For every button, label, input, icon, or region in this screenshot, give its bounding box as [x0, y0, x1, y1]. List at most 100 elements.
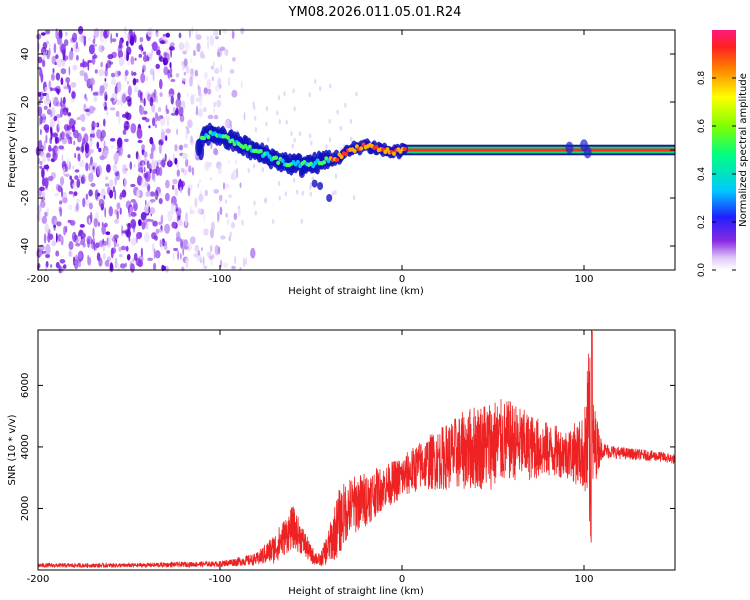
spectrogram-noise-blob	[72, 64, 78, 71]
spectrogram-noise-blob	[114, 257, 118, 269]
spectrogram-noise-blob	[45, 40, 50, 45]
spectrogram-noise-blob	[83, 72, 88, 83]
spectrogram-noise-blob	[217, 77, 222, 88]
spectrogram-noise-blob	[88, 202, 93, 210]
spectrogram-noise-blob	[203, 107, 207, 113]
spectrogram-noise-blob	[160, 214, 164, 225]
figure-title: YM08.2026.011.05.01.R24	[288, 5, 462, 20]
spectrogram-noise-blob	[195, 34, 202, 40]
y-tick-label: 0	[20, 147, 31, 153]
spectrogram-noise-blob	[73, 191, 78, 197]
spectrogram-noise-blob	[308, 133, 312, 139]
spectrogram-noise-blob	[54, 192, 60, 197]
spectrogram-noise-blob	[155, 95, 159, 104]
spectrogram-noise-blob	[57, 37, 63, 46]
spectrogram-noise-blob	[344, 102, 347, 108]
spectrogram-noise-blob	[169, 61, 172, 69]
spectrogram-noise-blob	[168, 73, 171, 80]
spectrogram-noise-blob	[152, 220, 158, 227]
spectrogram-noise-blob	[156, 49, 161, 56]
spectrogram-noise-blob	[55, 250, 60, 257]
spectrogram-noise-blob	[157, 187, 160, 193]
spectrogram-noise-blob	[125, 245, 129, 252]
spectrogram-noise-blob	[220, 235, 226, 240]
spectrogram-noise-blob	[41, 116, 47, 120]
spectrogram-noise-blob	[100, 28, 103, 38]
spectrogram-noise-blob	[125, 96, 132, 103]
spectrogram-noise-blob	[124, 266, 127, 273]
spectrogram-noise-blob	[166, 115, 171, 121]
spectrogram-noise-blob	[94, 122, 98, 127]
spectrogram-noise-blob	[185, 158, 189, 168]
spectrogram-noise-blob	[126, 51, 129, 62]
spectrogram-noise-blob	[203, 71, 208, 80]
spectrogram-noise-blob	[63, 86, 69, 90]
spectrogram-y-ticks: -40 -20 0 20 40	[20, 48, 675, 254]
spectrogram-noise-blob	[229, 120, 233, 131]
spectrogram-noise-blob	[128, 211, 132, 218]
spectrogram-noise-blob	[54, 61, 58, 66]
spectrogram-noise-blob	[89, 244, 94, 249]
spectrogram-noise-blob	[41, 167, 45, 179]
spectrogram-noise-blob	[158, 221, 162, 225]
spectrogram-noise-blob	[101, 224, 106, 235]
spectrogram-noise-blob	[158, 166, 163, 177]
spectrogram-noise-blob	[226, 218, 230, 226]
spectrogram-noise-blob	[174, 144, 178, 152]
spectrogram-noise-blob	[309, 191, 312, 197]
spectrogram-noise-blob	[170, 95, 174, 105]
spectrogram-noise-blob	[53, 115, 58, 122]
spectrogram-y-axis-label: Frequency (Hz)	[7, 112, 18, 188]
spectrogram-noise-blob	[43, 124, 50, 131]
spectrogram-noise-blob	[91, 120, 96, 131]
spectrogram-noise-blob	[217, 211, 220, 223]
spectrogram-noise-blob	[139, 106, 145, 116]
spectrogram-noise-blob	[132, 78, 137, 86]
spectrogram-noise-blob	[41, 59, 46, 68]
spectrogram-noise-blob	[157, 115, 161, 121]
spectrogram-noise-blob	[172, 252, 175, 261]
spectrogram-noise-blob	[50, 264, 53, 268]
spectrogram-noise-blob	[48, 144, 52, 153]
spectrogram-noise-blob	[241, 219, 244, 226]
spectrogram-noise-blob	[228, 160, 230, 165]
spectrogram-noise-blob	[96, 129, 102, 139]
spectrogram-noise-blob	[149, 191, 155, 197]
spectrogram-noise-blob	[67, 219, 72, 224]
spectrogram-noise-blob	[85, 97, 88, 102]
spectrogram-noise-blob	[170, 47, 173, 58]
spectrogram-noise-blob	[159, 40, 166, 45]
spectrogram-noise-blob	[180, 61, 185, 66]
spectrogram-noise-blob	[217, 51, 220, 57]
spectrogram-noise-blob	[240, 27, 245, 35]
spectrogram-noise-blob	[126, 40, 129, 47]
spectrogram-noise-blob	[49, 43, 51, 48]
spectrogram-noise-blob	[310, 140, 313, 146]
spectrogram-noise-blob	[125, 112, 132, 121]
spectrogram-noise-blob	[65, 225, 68, 233]
x-tick-label: -100	[209, 274, 232, 285]
spectrogram-noise-blob	[224, 183, 230, 189]
ridge-core-blob	[267, 154, 272, 159]
spectrogram-noise-blob	[197, 250, 201, 256]
spectrogram-noise-blob	[187, 92, 189, 98]
spectrogram-noise-blob	[142, 161, 145, 172]
spectrogram-noise-blob	[232, 57, 236, 62]
spectrogram-noise-blob	[160, 159, 166, 168]
spectrogram-noise-blob	[40, 72, 44, 83]
spectrogram-noise-blob	[114, 190, 117, 200]
spectrogram-noise-blob	[117, 70, 122, 76]
spectrogram-noise-blob	[183, 143, 188, 148]
spectrogram-noise-blob	[213, 148, 218, 155]
spectrogram-noise-blob	[177, 145, 180, 155]
spectrogram-noise-blob	[63, 124, 70, 131]
spectrogram-noise-blob	[124, 69, 129, 76]
spectrogram-noise-blob	[119, 207, 122, 215]
ridge-side-lobe	[326, 194, 333, 202]
spectrogram-noise-blob	[149, 54, 153, 61]
spectrogram-noise-blob	[88, 172, 94, 183]
spectrogram-noise-blob	[308, 92, 311, 98]
spectrogram-noise-blob	[219, 46, 226, 52]
spectrogram-noise-blob	[122, 129, 127, 135]
